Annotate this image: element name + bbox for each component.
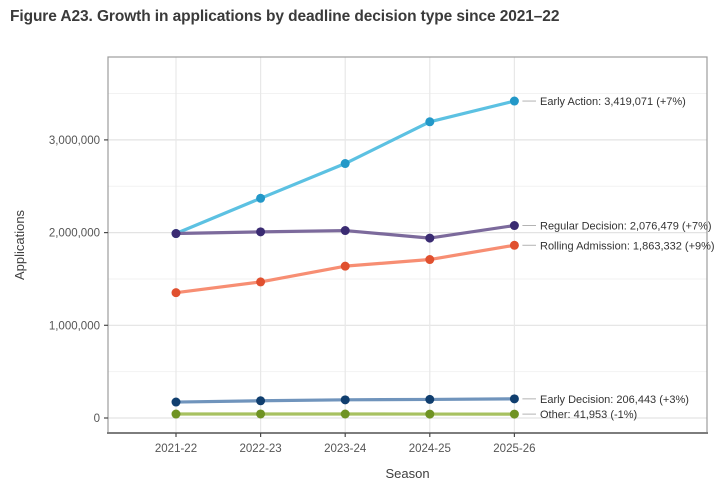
data-point-regular-decision-2021-22: [171, 229, 181, 239]
data-point-other-2025-26: [509, 409, 519, 419]
y-tick-label: 2,000,000: [49, 228, 100, 240]
x-tick-label: 2023-24: [324, 443, 367, 455]
y-tick-label: 1,000,000: [49, 320, 100, 332]
x-axis-title: Season: [385, 466, 429, 481]
data-point-early-decision-2025-26: [509, 394, 519, 404]
data-point-rolling-admission-2024-25: [425, 255, 435, 265]
data-point-early-decision-2022-23: [256, 396, 266, 406]
data-point-regular-decision-2025-26: [509, 221, 519, 231]
x-tick-label: 2021-22: [155, 443, 197, 455]
data-point-early-decision-2023-24: [340, 395, 350, 405]
data-point-other-2021-22: [171, 409, 181, 419]
x-tick-label: 2022-23: [239, 443, 281, 455]
x-tick-label: 2025-26: [493, 443, 535, 455]
data-point-rolling-admission-2025-26: [509, 240, 519, 250]
series-label-regular-decision: Regular Decision: 2,076,479 (+7%): [540, 221, 712, 233]
data-point-rolling-admission-2022-23: [256, 277, 266, 287]
y-tick-label: 3,000,000: [49, 135, 100, 147]
y-tick-label: 0: [94, 413, 100, 425]
y-axis-title: Applications: [12, 209, 27, 280]
series-label-other: Other: 41,953 (-1%): [540, 409, 637, 421]
data-point-early-action-2023-24: [340, 159, 350, 169]
data-point-other-2023-24: [340, 409, 350, 419]
data-point-rolling-admission-2023-24: [340, 261, 350, 271]
data-point-early-decision-2024-25: [425, 394, 435, 404]
data-point-other-2024-25: [425, 409, 435, 419]
series-label-early-action: Early Action: 3,419,071 (+7%): [540, 96, 686, 108]
x-tick-label: 2024-25: [409, 443, 451, 455]
data-point-early-action-2025-26: [509, 96, 519, 106]
data-point-regular-decision-2022-23: [256, 227, 266, 237]
data-point-regular-decision-2024-25: [425, 233, 435, 243]
data-point-rolling-admission-2021-22: [171, 288, 181, 298]
data-point-other-2022-23: [256, 409, 266, 419]
data-point-early-action-2022-23: [256, 193, 266, 203]
chart-title: Figure A23. Growth in applications by de…: [10, 8, 560, 25]
series-label-rolling-admission: Rolling Admission: 1,863,332 (+9%): [540, 240, 715, 252]
data-point-regular-decision-2023-24: [340, 226, 350, 236]
data-point-early-decision-2021-22: [171, 397, 181, 407]
data-point-early-action-2024-25: [425, 117, 435, 127]
series-label-early-decision: Early Decision: 206,443 (+3%): [540, 394, 689, 406]
